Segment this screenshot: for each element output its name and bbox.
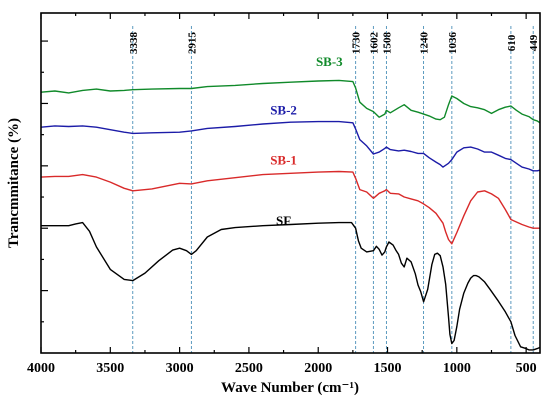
x-tick-label: 3500 xyxy=(96,361,124,376)
x-tick-label: 2500 xyxy=(235,361,263,376)
series-line-sf xyxy=(41,221,541,351)
plot-frame xyxy=(40,12,541,354)
peak-label-1602: 1602 xyxy=(368,32,380,55)
peak-label-1508: 1508 xyxy=(381,32,393,55)
y-axis-title: Trancmmitance (%) xyxy=(6,118,22,248)
series-label-sb-2: SB-2 xyxy=(270,103,297,118)
y-axis-ticks xyxy=(41,40,48,323)
x-tick-label: 1500 xyxy=(374,361,402,376)
peak-label-610: 610 xyxy=(506,34,518,51)
x-tick-label: 4000 xyxy=(27,361,55,376)
peak-label-1036: 1036 xyxy=(447,32,459,55)
peak-label-449: 449 xyxy=(528,34,540,51)
peak-label-1730: 1730 xyxy=(351,32,363,55)
peak-reference-lines xyxy=(132,26,534,353)
x-tick-label: 2000 xyxy=(304,361,332,376)
peak-label-3338: 3338 xyxy=(128,32,140,55)
plot-background xyxy=(41,13,540,353)
peak-labels: 3338 2915 1730 1602 1508 1240 1036 610 449 xyxy=(128,32,540,55)
series-line-sb-1 xyxy=(40,170,540,245)
series-label-sf: SF xyxy=(276,213,291,228)
peak-label-2915: 2915 xyxy=(186,32,198,55)
x-tick-label: 500 xyxy=(516,361,537,376)
series-labels: SB-3 SB-2 SB-1 SF xyxy=(270,54,343,228)
peak-label-1240: 1240 xyxy=(419,32,431,55)
x-axis-ticks: 4000 3500 3000 2500 2000 1500 1000 500 xyxy=(27,13,537,376)
series-label-sb-1: SB-1 xyxy=(270,153,297,168)
series-lines xyxy=(40,79,541,351)
x-tick-label: 1000 xyxy=(443,361,471,376)
series-label-sb-3: SB-3 xyxy=(316,54,343,69)
series-line-sb-3 xyxy=(40,79,541,124)
x-tick-label: 3000 xyxy=(166,361,194,376)
series-line-sb-2 xyxy=(40,120,541,172)
x-axis-title: Wave Number (cm⁻¹) xyxy=(221,380,359,396)
